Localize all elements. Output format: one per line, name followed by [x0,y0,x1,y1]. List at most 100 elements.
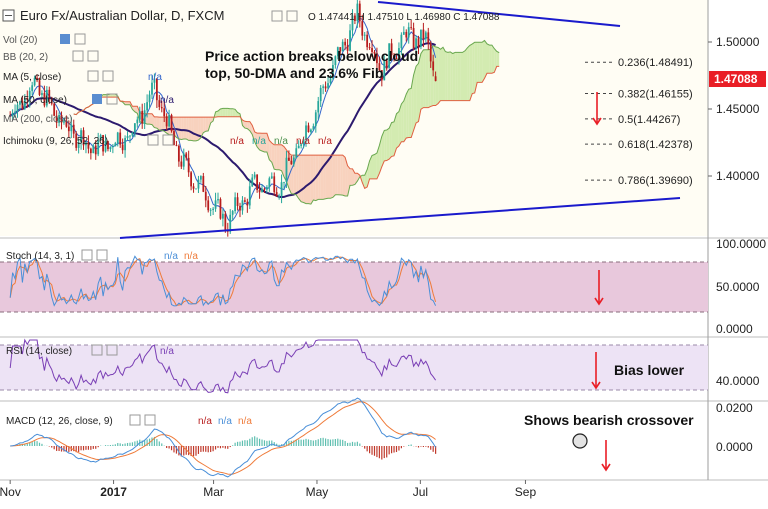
cloud-segment-66 [235,109,238,117]
candle-body-2 [14,111,16,113]
cloud-segment-97 [310,155,314,205]
candle-body-147 [368,47,371,49]
candle-body-54 [141,110,144,124]
rsi-tick-40: 40.0000 [716,374,760,388]
candle-body-44 [116,132,119,144]
cloud-segment-21 [125,101,128,105]
candle-body-78 [199,176,202,180]
ma5-value: n/a [148,72,162,83]
header-settings-icons[interactable] [271,10,298,22]
cloud-segment-43 [178,117,182,140]
cloud-segment-80 [269,140,272,163]
stoch-settings-icon[interactable] [81,249,108,261]
candle-body-65 [168,115,171,127]
cloud-segment-155 [452,52,456,101]
candle-body-85 [217,199,219,201]
cloud-segment-102 [323,155,326,200]
candle-body-75 [192,186,195,189]
cloud-segment-36 [161,117,165,132]
candle-body-16 [48,89,51,98]
rsi-band [0,345,708,390]
cloud-segment-132 [396,111,399,149]
ichimoku-settings-icon[interactable] [147,134,174,146]
rsi-settings-icon[interactable] [91,344,118,356]
annotation-macd: Shows bearish crossover [524,412,694,428]
candle-body-24 [67,126,70,132]
candle-body-168 [420,29,422,47]
candle-body-130 [327,83,329,89]
ichimoku-value-5: n/a [318,136,332,147]
cloud-segment-166 [479,42,483,83]
candle-body-152 [380,70,383,81]
candle-body-103 [261,188,263,193]
candle-body-151 [378,63,381,71]
cloud-segment-138 [411,75,414,138]
candle-body-17 [50,97,53,104]
candle-body-46 [121,144,124,151]
candle-body-172 [429,43,432,62]
candle-body-143 [358,3,361,22]
cloud-segment-71 [247,121,250,131]
cloud-segment-34 [156,116,160,131]
fib-label-0: 0.236(1.48491) [618,57,693,69]
cloud-segment-153 [447,51,451,101]
vol-settings-icon[interactable] [60,33,86,45]
candle-body-45 [119,132,122,145]
candle-body-11 [36,77,38,81]
candle-body-1 [11,112,14,116]
candle-body-113 [285,157,288,182]
cloud-segment-130 [391,121,394,157]
fib-label-2: 0.5(1.44267) [618,114,680,126]
ichimoku-cloud [73,40,500,205]
candle-body-95 [241,200,244,211]
candle-body-76 [195,188,197,190]
candle-body-31 [85,142,87,146]
candle-body-50 [131,132,134,136]
cloud-segment-167 [482,40,485,83]
candle-body-22 [63,121,65,123]
cloud-segment-159 [462,50,465,101]
candle-body-92 [234,197,237,212]
cloud-segment-105 [330,155,333,199]
bb-settings-icon[interactable] [72,50,99,62]
cloud-segment-52 [200,117,204,138]
cloud-segment-61 [222,108,226,117]
cloud-segment-165 [477,42,480,83]
ma5-settings-icon[interactable] [87,70,114,82]
cloud-segment-125 [379,136,382,174]
candle-body-66 [170,115,173,132]
candle-body-81 [207,200,210,211]
cloud-segment-136 [406,89,409,138]
cloud-segment-47 [188,117,192,141]
candle-body-158 [395,57,398,60]
cloud-segment-84 [279,144,282,171]
candle-body-4 [19,101,21,105]
candle-body-131 [329,78,332,84]
candle-body-117 [295,148,298,158]
cloud-segment-118 [362,175,365,189]
candle-body-141 [354,15,356,21]
candle-body-34 [92,145,95,154]
macd-value-hist: n/a [198,416,212,427]
candle-body-7 [26,97,29,100]
time-label-2017: 2017 [100,485,127,499]
cloud-segment-48 [191,117,194,141]
candle-body-88 [224,213,227,231]
candle-body-148 [371,48,373,52]
cloud-segment-126 [381,130,385,167]
candle-body-8 [28,90,31,100]
cloud-segment-112 [347,165,350,196]
ma50-settings-icon[interactable] [92,93,118,105]
candle-body-135 [339,47,342,52]
cloud-segment-148 [435,46,439,106]
candle-body-142 [356,3,359,21]
candle-body-6 [23,97,26,109]
cloud-segment-161 [467,45,470,101]
candle-body-137 [344,41,347,46]
cloud-segment-168 [484,40,487,79]
stoch-tick-100: 100.0000 [716,237,766,251]
macd-settings-icon[interactable] [129,414,156,426]
cloud-segment-109 [340,155,343,196]
candle-body-72 [185,153,188,158]
